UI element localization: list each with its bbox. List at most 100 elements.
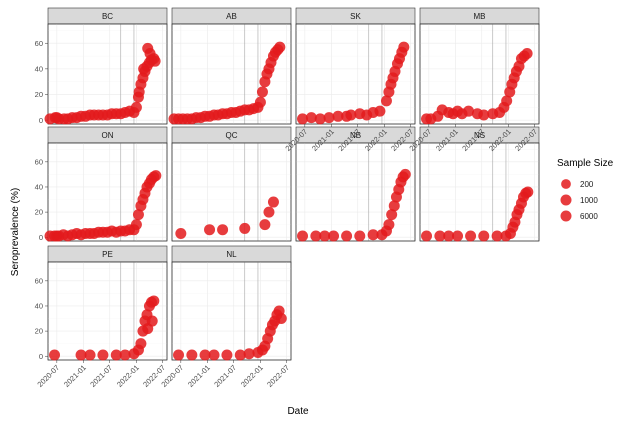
- data-point: [138, 63, 150, 75]
- panel-strip-label: MB: [474, 12, 486, 21]
- data-point: [305, 112, 317, 124]
- panel-background: [171, 142, 292, 242]
- panel-border: [171, 23, 292, 125]
- panel-sk: SK: [295, 7, 416, 127]
- data-point: [149, 55, 161, 67]
- data-point: [434, 230, 446, 242]
- panel-border: [419, 142, 540, 242]
- data-point: [310, 230, 322, 242]
- legend-key: [560, 194, 572, 206]
- data-point: [399, 168, 411, 180]
- panel-border: [419, 23, 540, 125]
- data-point: [491, 230, 503, 242]
- panels-layer: BC 0 20 40 60 AB SK MB ON 0 20 40 60 QC NB NS PE 0 20 40 60 N…: [35, 7, 540, 363]
- data-point: [374, 105, 386, 117]
- data-point: [328, 230, 340, 242]
- data-point: [452, 230, 464, 242]
- data-point: [478, 230, 490, 242]
- panel-strip-label: NL: [226, 250, 237, 259]
- panel-strip-label: NB: [350, 131, 361, 140]
- data-point: [465, 230, 477, 242]
- panel-qc: QC: [171, 126, 292, 242]
- data-point: [259, 219, 271, 231]
- data-point: [354, 230, 366, 242]
- panel-nl: NL: [171, 245, 292, 363]
- x-tick-label: 2021-01: [186, 363, 212, 389]
- data-point: [314, 113, 326, 125]
- data-point: [132, 209, 144, 221]
- data-point: [323, 112, 335, 124]
- y-tick-label: 20: [35, 90, 43, 99]
- data-point: [221, 349, 233, 361]
- x-tick-label: 2022-01: [239, 363, 265, 389]
- panel-border: [295, 23, 416, 125]
- panel-border: [47, 142, 168, 242]
- data-point: [478, 109, 490, 121]
- x-tick-label: 2021-07: [212, 363, 238, 389]
- x-tick-label: 2020-07: [35, 363, 61, 389]
- x-tick-label: 2021-01: [62, 363, 88, 389]
- data-point: [173, 349, 185, 361]
- legend-title: Sample Size: [557, 158, 614, 169]
- y-tick-label: 0: [39, 352, 43, 361]
- data-point: [150, 170, 162, 182]
- y-tick-label: 60: [35, 276, 43, 285]
- data-point: [239, 222, 251, 234]
- data-point: [443, 230, 455, 242]
- data-point: [263, 206, 275, 218]
- x-axis-title: Date: [287, 406, 309, 417]
- data-point: [341, 230, 353, 242]
- panel-nb: NB: [295, 126, 416, 242]
- data-point: [243, 348, 255, 360]
- legend-key: [561, 179, 571, 189]
- panel-strip-label: NS: [474, 131, 485, 140]
- y-axis-title: Seroprevalence (%): [10, 188, 21, 276]
- panel-border: [47, 23, 168, 125]
- panel-border: [47, 261, 168, 361]
- panel-on: ON 0 20 40 60: [35, 126, 168, 242]
- panel-strip-label: BC: [102, 12, 113, 21]
- data-point: [204, 224, 216, 236]
- data-point: [135, 338, 147, 350]
- data-point: [297, 230, 309, 242]
- data-point: [501, 95, 513, 107]
- panel-ab: AB: [168, 7, 292, 125]
- data-point: [130, 101, 142, 113]
- data-point: [148, 295, 160, 307]
- data-point: [142, 323, 154, 335]
- x-tick-label: 2022-01: [115, 363, 141, 389]
- data-point: [254, 96, 266, 108]
- data-point: [234, 349, 246, 361]
- y-tick-label: 40: [35, 302, 43, 311]
- data-point: [380, 95, 392, 107]
- y-tick-label: 0: [39, 116, 43, 125]
- panel-strip-label: PE: [102, 250, 113, 259]
- data-point: [463, 105, 475, 117]
- data-point: [388, 200, 400, 212]
- data-point: [133, 86, 145, 98]
- data-point: [256, 86, 268, 98]
- data-point: [521, 47, 533, 59]
- y-tick-label: 40: [35, 64, 43, 73]
- data-point: [75, 349, 87, 361]
- x-tick-label: 2022-07: [265, 363, 291, 389]
- data-point: [49, 349, 61, 361]
- data-point: [84, 349, 96, 361]
- data-point: [319, 230, 331, 242]
- panel-bc: BC 0 20 40 60: [35, 7, 168, 125]
- data-point: [199, 349, 211, 361]
- panel-strip-label: SK: [350, 12, 361, 21]
- panel-strip-label: AB: [226, 12, 237, 21]
- panel-border: [295, 142, 416, 242]
- legend-label: 6000: [580, 212, 598, 221]
- data-point: [332, 110, 344, 122]
- data-point: [274, 41, 286, 53]
- legend-label: 1000: [580, 196, 598, 205]
- data-point: [522, 186, 534, 198]
- legend-label: 200: [580, 180, 594, 189]
- data-point: [217, 224, 229, 236]
- y-tick-label: 20: [35, 208, 43, 217]
- data-point: [208, 349, 220, 361]
- legend-key: [560, 210, 572, 222]
